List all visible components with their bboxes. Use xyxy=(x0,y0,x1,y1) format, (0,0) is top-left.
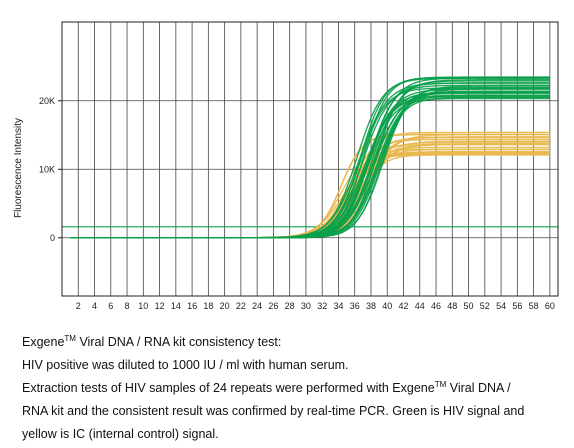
amplification-curve xyxy=(70,151,550,239)
amplification-curve xyxy=(70,153,550,239)
amplification-curve xyxy=(70,88,550,239)
x-tick-label: 34 xyxy=(333,301,343,311)
x-tick-label: 6 xyxy=(108,301,113,311)
amplification-curve xyxy=(70,91,550,239)
amplification-curve xyxy=(70,77,550,239)
x-tick-label: 60 xyxy=(545,301,555,311)
amplification-curve xyxy=(70,92,550,239)
amplification-curve xyxy=(70,153,550,239)
grid-lines xyxy=(58,22,558,296)
amplification-curve xyxy=(70,77,550,239)
amplification-curve xyxy=(70,85,550,239)
caption-line-1: ExgeneTM Viral DNA / RNA kit consistency… xyxy=(22,331,567,354)
trademark-mark: TM xyxy=(434,379,447,389)
amplification-curve xyxy=(70,95,550,239)
amplification-curve xyxy=(70,152,550,239)
x-tick-label: 44 xyxy=(415,301,425,311)
x-tick-label: 46 xyxy=(431,301,441,311)
amplification-curve xyxy=(70,140,550,239)
y-tick-labels: 0 10K 20K xyxy=(39,96,55,243)
caption-title-text: Viral DNA / RNA kit consistency test: xyxy=(75,335,282,349)
amplification-curve xyxy=(70,148,550,239)
x-tick-label: 4 xyxy=(92,301,97,311)
x-tick-label: 42 xyxy=(399,301,409,311)
caption-text: Viral DNA / xyxy=(446,381,511,395)
x-tick-label: 12 xyxy=(155,301,165,311)
x-tick-label: 32 xyxy=(317,301,327,311)
x-tick-label: 56 xyxy=(512,301,522,311)
y-tick-label: 20K xyxy=(39,96,55,106)
amplification-curve xyxy=(70,76,550,239)
amplification-curve xyxy=(70,148,550,239)
hiv-signal-series xyxy=(70,76,550,239)
amplification-curve xyxy=(70,82,550,239)
amplification-curve xyxy=(70,131,550,239)
y-tick-label: 0 xyxy=(50,233,55,243)
plot-frame xyxy=(61,21,559,297)
amplification-curve xyxy=(70,80,550,239)
amplification-curve xyxy=(70,82,550,239)
x-tick-label: 40 xyxy=(382,301,392,311)
amplification-curve xyxy=(70,96,550,239)
amplification-curve xyxy=(70,94,550,239)
amplification-curve xyxy=(70,146,550,239)
x-tick-label: 36 xyxy=(350,301,360,311)
amplification-curve xyxy=(70,151,550,239)
amplification-curve xyxy=(70,87,550,239)
x-tick-label: 30 xyxy=(301,301,311,311)
x-tick-label: 50 xyxy=(464,301,474,311)
amplification-curve xyxy=(70,154,550,239)
amplification-curve xyxy=(70,143,550,239)
x-tick-label: 26 xyxy=(268,301,278,311)
amplification-curve xyxy=(70,151,550,239)
amplification-curve xyxy=(70,91,550,239)
figure-caption: ExgeneTM Viral DNA / RNA kit consistency… xyxy=(22,331,567,446)
amplification-curve xyxy=(70,84,550,239)
x-tick-label: 14 xyxy=(171,301,181,311)
caption-line-4: RNA kit and the consistent result was co… xyxy=(22,404,525,418)
x-tick-label: 2 xyxy=(76,301,81,311)
x-tick-label: 8 xyxy=(125,301,130,311)
x-tick-label: 22 xyxy=(236,301,246,311)
amplification-curve xyxy=(70,151,550,239)
x-tick-label: 24 xyxy=(252,301,262,311)
amplification-curve xyxy=(70,76,550,239)
caption-text: Extraction tests of HIV samples of 24 re… xyxy=(22,381,435,395)
y-axis-label: Fluorescence Intensity xyxy=(13,118,24,218)
x-tick-label: 10 xyxy=(138,301,148,311)
x-tick-label: 18 xyxy=(203,301,213,311)
amplification-curve xyxy=(70,88,550,239)
caption-line-3: Extraction tests of HIV samples of 24 re… xyxy=(22,377,567,400)
amplification-curve xyxy=(70,86,550,239)
trademark-mark: TM xyxy=(64,333,76,343)
x-tick-label: 52 xyxy=(480,301,490,311)
amplification-curve xyxy=(70,143,550,239)
x-tick-label: 58 xyxy=(529,301,539,311)
amplification-curve xyxy=(70,141,550,239)
caption-line-2: HIV positive was diluted to 1000 IU / ml… xyxy=(22,358,349,372)
x-tick-label: 20 xyxy=(220,301,230,311)
amplification-curve xyxy=(70,91,550,239)
caption-brand: Exgene xyxy=(22,335,65,349)
x-tick-label: 54 xyxy=(496,301,506,311)
amplification-curve xyxy=(70,79,550,239)
amplification-curve xyxy=(70,90,550,239)
x-tick-label: 16 xyxy=(187,301,197,311)
amplification-curve xyxy=(70,143,550,239)
x-tick-label: 28 xyxy=(285,301,295,311)
ic-signal-series xyxy=(70,131,550,239)
x-tick-label: 48 xyxy=(447,301,457,311)
caption-line-5: yellow is IC (internal control) signal. xyxy=(22,427,219,441)
amplification-curve xyxy=(70,94,550,239)
amplification-curve xyxy=(70,97,550,239)
x-tick-labels: 2 4 6 8 10 12 14 16 18 20 22 24 26 28 30 32 34 36 38 40 42 44… xyxy=(76,301,555,311)
y-tick-label: 10K xyxy=(39,164,55,174)
amplification-chart: 2 4 6 8 10 12 14 16 18 20 22 24 26 28 30 32 34 36 38 40 42 44… xyxy=(13,21,559,311)
x-tick-label: 38 xyxy=(366,301,376,311)
